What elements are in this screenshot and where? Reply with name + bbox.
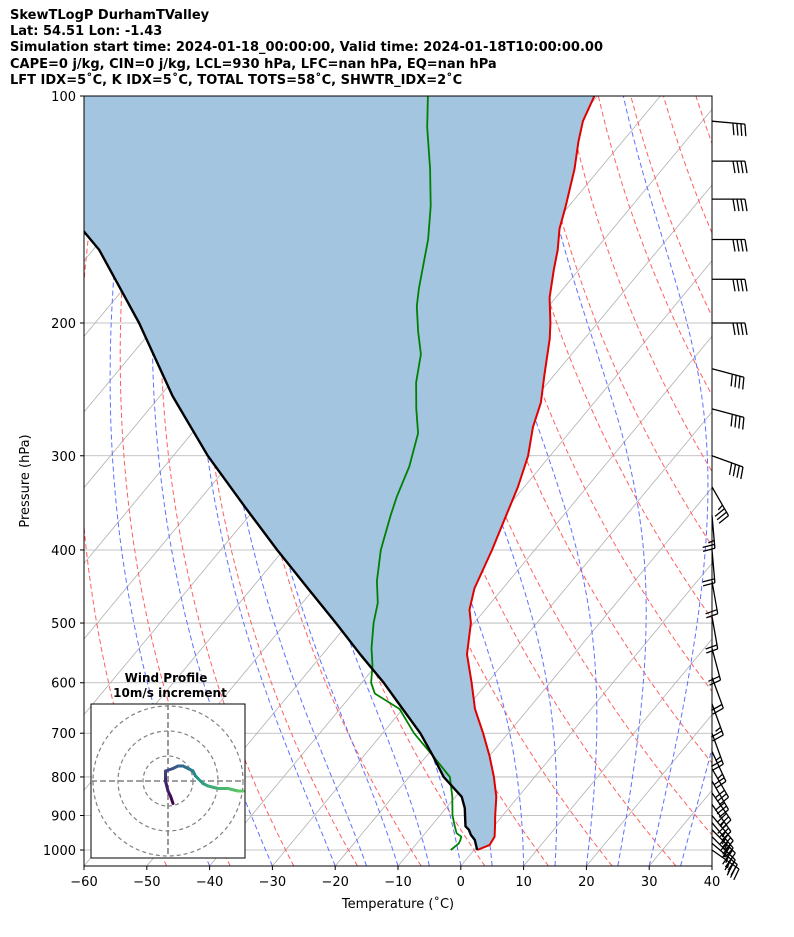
y-tick-label: 500 bbox=[51, 617, 76, 632]
wind-barb bbox=[711, 368, 745, 390]
isotherm-line bbox=[272, 335, 712, 866]
instability-line: CAPE=0 j/kg, CIN=0 j/kg, LCL=930 hPa, LF… bbox=[10, 57, 497, 72]
wind-barb bbox=[702, 549, 716, 587]
location-line: Lat: 54.51 Lon: -1.43 bbox=[10, 24, 163, 39]
y-tick-label: 100 bbox=[51, 90, 76, 105]
moist-adiabat-line bbox=[680, 746, 712, 866]
wind-barb bbox=[702, 515, 716, 553]
axes: −60 −50 −40 −30 −20 −10 0 10 20 30 40 1000 900 800 700… bbox=[43, 90, 720, 890]
dry-adiabat-line bbox=[467, 96, 712, 693]
y-tick-label: 800 bbox=[51, 771, 76, 786]
plot-area bbox=[84, 96, 794, 866]
x-tick-label: −20 bbox=[321, 875, 348, 890]
wind-barb bbox=[711, 238, 748, 252]
y-tick-label: 700 bbox=[51, 727, 76, 742]
isotherm-line bbox=[397, 487, 712, 866]
dry-adiabat-line bbox=[728, 96, 794, 866]
moist-adiabat-line bbox=[622, 96, 709, 866]
dry-adiabat-line bbox=[532, 96, 712, 547]
wind-barb bbox=[711, 408, 745, 430]
isotherm-line bbox=[711, 865, 712, 866]
wind-barb bbox=[710, 733, 724, 771]
wind-barb bbox=[711, 486, 730, 524]
x-tick-label: 0 bbox=[457, 875, 465, 890]
time-line: Simulation start time: 2024-01-18_00:00:… bbox=[10, 40, 603, 55]
isotherm-line bbox=[84, 96, 96, 110]
parcel-profile-line bbox=[84, 229, 479, 851]
y-tick-label: 200 bbox=[51, 317, 76, 332]
dry-adiabat-line bbox=[197, 96, 358, 866]
wind-barb bbox=[711, 842, 738, 876]
dry-adiabat-line bbox=[565, 96, 712, 473]
x-tick-label: 10 bbox=[515, 875, 532, 890]
inset-title: Wind Profile bbox=[125, 671, 208, 685]
x-tick-label: −60 bbox=[70, 875, 97, 890]
wind-barbs bbox=[702, 120, 748, 881]
x-tick-label: −10 bbox=[384, 875, 411, 890]
isotherm-line bbox=[460, 562, 712, 866]
wind-barb bbox=[711, 768, 730, 806]
wind-barb bbox=[711, 160, 748, 174]
wind-barb bbox=[711, 780, 730, 818]
cape-fill-area bbox=[84, 96, 595, 850]
x-tick-label: 40 bbox=[704, 875, 721, 890]
hodograph-segment bbox=[164, 779, 170, 793]
wind-barb bbox=[710, 677, 724, 715]
index-line: LFT IDX=5˚C, K IDX=5˚C, TOTAL TOTS=58˚C,… bbox=[10, 73, 463, 88]
chart-title: SkewTLogP DurhamTValley bbox=[10, 8, 210, 23]
dry-adiabat-line bbox=[337, 96, 613, 866]
isotherm-line bbox=[523, 638, 712, 866]
isotherm-line bbox=[648, 789, 712, 866]
x-tick-label: −40 bbox=[196, 875, 223, 890]
x-axis-label: Temperature (˚C) bbox=[341, 896, 454, 912]
wind-barb bbox=[705, 616, 719, 654]
dry-adiabat-line bbox=[304, 96, 549, 866]
hodograph-inset: Wind Profile 10m/s increment bbox=[90, 671, 246, 859]
x-tick-label: 20 bbox=[578, 875, 595, 890]
y-tick-label: 900 bbox=[51, 810, 76, 825]
dry-adiabat-line bbox=[761, 96, 794, 866]
wind-barb bbox=[711, 278, 748, 292]
wind-barb bbox=[708, 648, 722, 686]
wind-barb bbox=[711, 120, 747, 137]
dry-adiabat-line bbox=[695, 96, 712, 145]
x-tick-label: −50 bbox=[133, 875, 160, 890]
inset-subtitle: 10m/s increment bbox=[113, 686, 227, 700]
y-tick-label: 1000 bbox=[43, 844, 76, 859]
wind-barb bbox=[711, 455, 744, 480]
wind-barb bbox=[705, 581, 719, 619]
wind-barb bbox=[711, 198, 748, 212]
hodograph-segment bbox=[206, 784, 220, 790]
y-axis-label: Pressure (hPa) bbox=[18, 434, 33, 527]
y-tick-label: 300 bbox=[51, 450, 76, 465]
y-tick-label: 600 bbox=[51, 677, 76, 692]
isotherm-line bbox=[586, 714, 712, 866]
x-tick-label: 30 bbox=[641, 875, 658, 890]
moist-adiabat-line bbox=[151, 96, 273, 866]
temperature-profile-line bbox=[466, 96, 596, 851]
y-tick-label: 400 bbox=[51, 544, 76, 559]
dry-adiabat-line bbox=[662, 96, 712, 235]
wind-barb bbox=[711, 322, 748, 336]
dry-adiabat-line bbox=[159, 96, 295, 866]
x-tick-label: −30 bbox=[259, 875, 286, 890]
dewpoint-profile-line bbox=[370, 96, 463, 851]
moist-adiabat-line bbox=[530, 96, 647, 866]
hodograph-segment bbox=[226, 787, 240, 793]
